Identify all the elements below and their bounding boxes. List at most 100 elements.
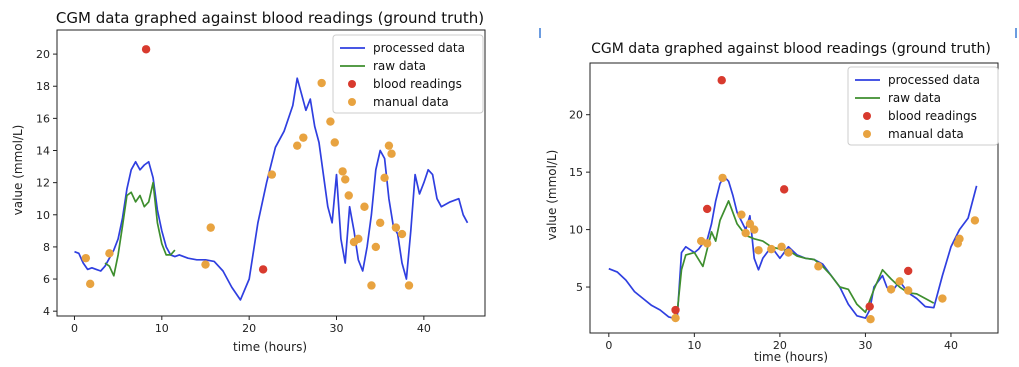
y-tick-label: 10: [36, 209, 50, 222]
chart-title: CGM data graphed against blood readings …: [591, 41, 991, 57]
y-tick-label: 12: [36, 177, 50, 190]
point-blood-readings: [865, 302, 874, 311]
y-tick-label: 6: [43, 273, 50, 286]
point-manual-data: [702, 239, 712, 248]
point-manual-data: [338, 167, 347, 176]
legend-label: processed data: [373, 41, 465, 55]
point-blood-readings: [141, 45, 151, 54]
point-manual-data: [970, 216, 980, 225]
point-manual-data: [201, 260, 210, 269]
chart-title: CGM data graphed against blood readings …: [56, 9, 484, 27]
point-manual-data: [886, 285, 896, 294]
legend-swatch: [348, 80, 356, 88]
point-manual-data: [671, 313, 680, 323]
point-manual-data: [384, 141, 394, 150]
legend-box: [847, 66, 999, 146]
point-manual-data: [85, 279, 95, 289]
x-tick-label: 10: [155, 322, 169, 335]
legend-label: blood readings: [373, 77, 462, 91]
point-manual-data: [866, 315, 875, 324]
point-manual-data: [299, 133, 308, 142]
point-manual-data: [895, 277, 904, 286]
point-manual-data: [397, 229, 407, 239]
y-tick-label: 20: [569, 109, 583, 122]
x-tick-label: 10: [687, 339, 701, 352]
point-manual-data: [380, 173, 389, 183]
point-manual-data: [718, 173, 727, 183]
point-manual-data: [737, 210, 746, 219]
point-blood-readings: [702, 204, 712, 214]
point-blood-readings: [671, 305, 680, 315]
x-axis-label: time (hours): [233, 340, 307, 354]
chart-panel-right: CGM data graphed against blood readings …: [545, 41, 999, 364]
series-line-raw-data: [104, 181, 176, 277]
point-manual-data: [767, 244, 776, 254]
point-manual-data: [341, 175, 350, 184]
legend-label: blood readings: [888, 109, 977, 123]
point-blood-readings: [903, 266, 913, 276]
legend-label: raw data: [373, 59, 426, 73]
point-manual-data: [354, 234, 363, 244]
point-manual-data: [777, 242, 786, 252]
point-manual-data: [206, 223, 215, 232]
point-manual-data: [404, 281, 414, 290]
y-tick-label: 14: [36, 145, 50, 158]
x-tick-label: 40: [417, 322, 431, 335]
point-manual-data: [750, 225, 759, 234]
legend-swatch: [348, 98, 356, 106]
point-manual-data: [367, 281, 376, 290]
x-tick-label: 40: [944, 339, 958, 352]
point-manual-data: [360, 202, 369, 211]
point-manual-data: [938, 294, 947, 303]
y-tick-label: 20: [36, 48, 50, 61]
point-manual-data: [344, 191, 353, 200]
x-tick-label: 0: [71, 322, 78, 335]
point-blood-readings: [717, 76, 726, 85]
point-manual-data: [391, 223, 401, 232]
legend-label: raw data: [888, 91, 941, 105]
point-manual-data: [754, 246, 763, 255]
point-manual-data: [814, 262, 823, 271]
y-axis-label: value (mmol/L): [11, 125, 25, 216]
y-tick-label: 4: [43, 305, 50, 318]
point-manual-data: [267, 170, 277, 179]
plot-frame: [589, 62, 999, 334]
y-tick-label: 10: [569, 224, 583, 237]
point-manual-data: [955, 234, 964, 243]
y-tick-label: 18: [36, 80, 50, 93]
point-manual-data: [317, 78, 326, 88]
legend-swatch: [863, 130, 871, 138]
x-tick-label: 30: [858, 339, 872, 352]
legend-label: manual data: [888, 127, 964, 141]
legend-box: [332, 34, 484, 114]
point-blood-readings: [258, 265, 268, 274]
y-tick-label: 16: [36, 112, 50, 125]
point-manual-data: [741, 228, 750, 238]
legend-swatch: [863, 112, 871, 120]
point-manual-data: [387, 149, 396, 158]
point-manual-data: [375, 218, 385, 228]
y-axis-label: value (mmol/L): [545, 150, 559, 241]
point-manual-data: [330, 138, 339, 147]
x-axis-label: time (hours): [754, 350, 828, 364]
point-manual-data: [784, 248, 793, 257]
point-blood-readings: [779, 185, 789, 194]
chart-panel-left: CGM data graphed against blood readings …: [11, 9, 486, 354]
plot-frame: [56, 29, 486, 317]
x-tick-label: 20: [242, 322, 256, 335]
legend-label: processed data: [888, 73, 980, 87]
series-line-raw-data: [676, 200, 935, 314]
point-manual-data: [293, 141, 302, 150]
point-manual-data: [81, 253, 91, 263]
point-manual-data: [326, 117, 335, 126]
y-tick-label: 8: [43, 241, 50, 254]
x-tick-label: 30: [330, 322, 344, 335]
point-manual-data: [105, 249, 114, 258]
x-tick-label: 0: [605, 339, 612, 352]
y-tick-label: 15: [569, 166, 583, 179]
point-manual-data: [903, 286, 913, 295]
legend-label: manual data: [373, 95, 449, 109]
series-line-processed-data: [74, 77, 469, 301]
x-tick-label: 20: [773, 339, 787, 352]
